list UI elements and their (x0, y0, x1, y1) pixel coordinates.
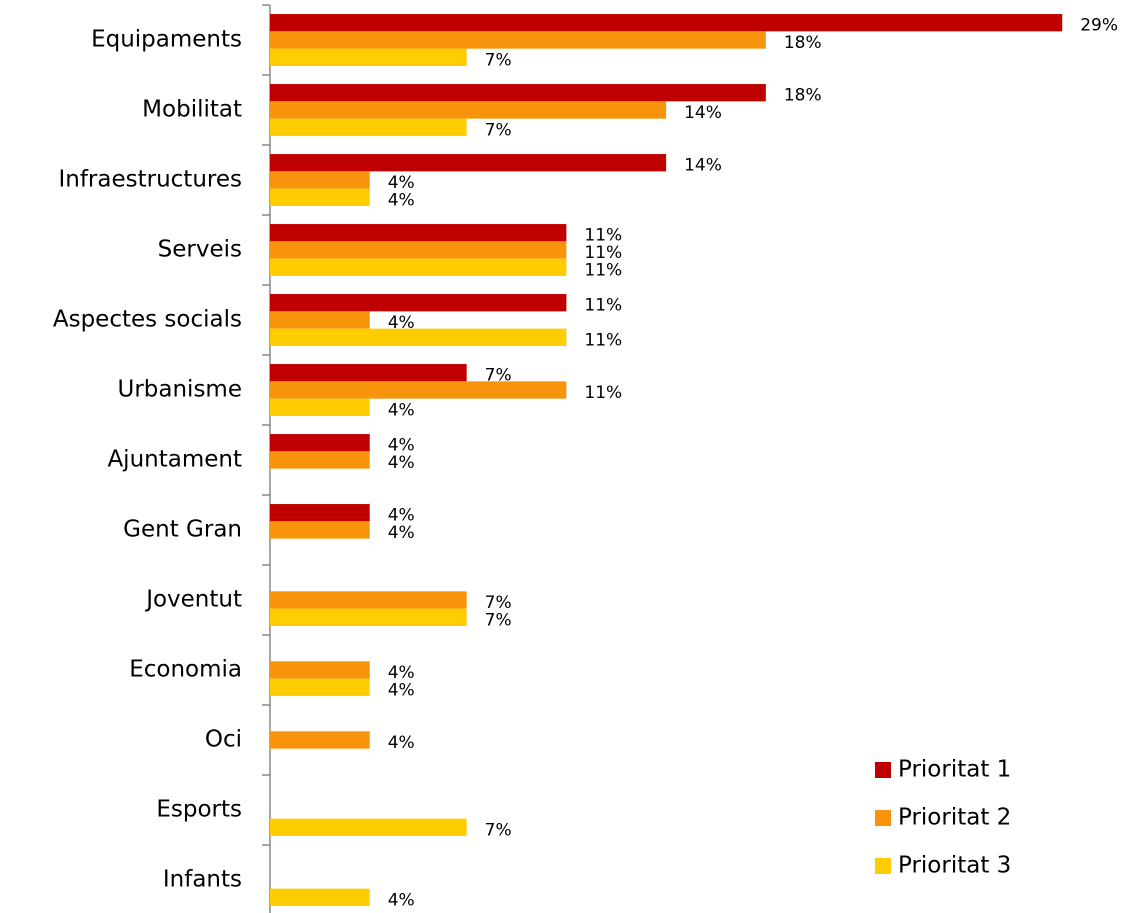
data-label: 4% (388, 680, 415, 700)
data-label: 4% (388, 313, 415, 333)
data-label: 4% (388, 173, 415, 193)
category-label: Gent Gran (123, 517, 242, 543)
data-label: 11% (584, 226, 622, 246)
bar (270, 364, 467, 382)
data-label: 11% (584, 243, 622, 263)
data-label: 29% (1080, 16, 1118, 36)
data-label: 4% (388, 523, 415, 543)
data-label: 4% (388, 663, 415, 683)
data-label: 4% (388, 890, 415, 910)
data-label: 11% (584, 383, 622, 403)
data-label: 7% (485, 820, 512, 840)
bar (270, 171, 370, 189)
data-label: 4% (388, 190, 415, 210)
bar (270, 84, 766, 102)
category-label: Oci (205, 727, 242, 753)
category-label: Joventut (144, 587, 242, 613)
data-label: 18% (784, 33, 822, 53)
bar (270, 154, 667, 172)
category-label: Infraestructures (58, 167, 242, 193)
bar (270, 381, 567, 399)
bar (270, 328, 567, 346)
data-label: 4% (388, 453, 415, 473)
data-label: 7% (485, 120, 512, 140)
data-label: 11% (584, 330, 622, 350)
bar (270, 101, 667, 119)
data-label: 4% (388, 436, 415, 456)
data-label: 11% (584, 260, 622, 280)
bar (270, 521, 370, 539)
legend-swatch (875, 858, 891, 874)
data-label: 14% (684, 156, 722, 176)
bar (270, 294, 567, 312)
bar (270, 591, 467, 609)
category-label: Infants (163, 867, 242, 893)
category-label: Serveis (158, 237, 242, 263)
legend-swatch (875, 762, 891, 778)
data-label: 7% (485, 610, 512, 630)
bar (270, 311, 370, 329)
category-label: Mobilitat (142, 97, 242, 123)
category-label: Ajuntament (107, 447, 242, 473)
bar (270, 224, 567, 242)
data-label: 7% (485, 593, 512, 613)
category-label: Equipaments (91, 27, 242, 53)
bar (270, 678, 370, 696)
bar (270, 504, 370, 522)
bar (270, 31, 766, 49)
bar (270, 258, 567, 276)
bar (270, 241, 567, 259)
bar (270, 888, 370, 906)
bar (270, 398, 370, 416)
category-label: Urbanisme (118, 377, 243, 403)
category-label: Esports (156, 797, 242, 823)
legend-label: Prioritat 1 (898, 757, 1011, 783)
data-label: 14% (684, 103, 722, 123)
legend-label: Prioritat 2 (898, 805, 1011, 831)
data-label: 7% (485, 366, 512, 386)
bar (270, 434, 370, 452)
data-label: 7% (485, 50, 512, 70)
data-label: 4% (388, 506, 415, 526)
category-label: Economia (129, 657, 242, 683)
data-label: 4% (388, 733, 415, 753)
legend-swatch (875, 810, 891, 826)
bar (270, 731, 370, 749)
bar (270, 48, 467, 66)
bar (270, 14, 1063, 32)
category-label: Aspectes socials (53, 307, 242, 333)
legend-label: Prioritat 3 (898, 853, 1011, 879)
data-label: 11% (584, 296, 622, 316)
bar (270, 661, 370, 679)
data-label: 18% (784, 86, 822, 106)
bar (270, 451, 370, 469)
data-label: 4% (388, 400, 415, 420)
bar (270, 118, 467, 136)
bar (270, 188, 370, 206)
bar (270, 608, 467, 626)
bar (270, 818, 467, 836)
